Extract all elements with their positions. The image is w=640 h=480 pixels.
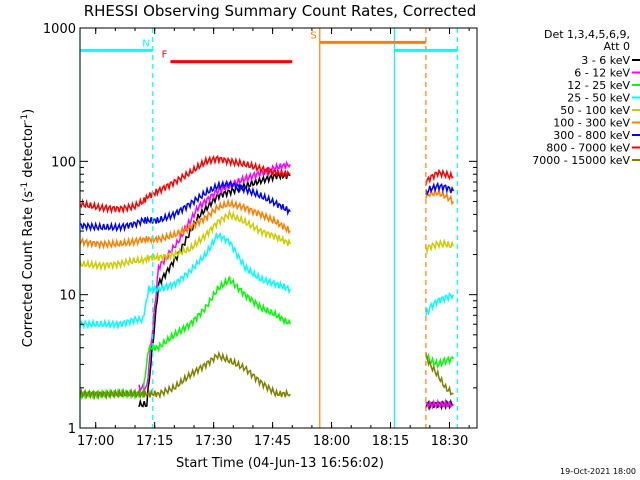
- y-tick-label-0: 1: [68, 422, 76, 437]
- legend-entry-5: 100 - 300 keV: [553, 117, 630, 130]
- plot-frame: [79, 27, 478, 429]
- series-line-6-segment-0: [79, 179, 291, 233]
- tick-layer: 17:00 17:15 17:30 17:45 18:00 18:15 18:30 1 10 10…: [43, 22, 477, 449]
- series-line-3-segment-0: [79, 231, 291, 331]
- legend-header-line2: Att 0: [604, 40, 630, 53]
- flag-label-N: N: [142, 38, 149, 49]
- series-line-5-segment-1: [425, 187, 455, 206]
- series-line-4-segment-1: [425, 238, 455, 255]
- series-line-7-segment-0: [79, 154, 291, 215]
- x-tick-label-6: 18:30: [431, 434, 468, 449]
- series-line-0-segment-0: [138, 170, 291, 408]
- flag-label-F: F: [162, 50, 168, 61]
- legend-entry-6: 300 - 800 keV: [553, 129, 630, 142]
- y-axis-label: Corrected Count Rate (s-1 detector-1): [20, 109, 36, 347]
- x-tick-label-3: 17:45: [254, 434, 291, 449]
- x-tick-label-2: 17:30: [195, 434, 232, 449]
- x-tick-label-5: 18:15: [372, 434, 409, 449]
- flag-label-S: S: [310, 30, 316, 41]
- series-line-6-segment-1: [425, 181, 455, 197]
- chart-title: RHESSI Observing Summary Count Rates, Co…: [84, 2, 477, 20]
- y-tick-label-3: 1000: [43, 22, 76, 37]
- series-line-3-segment-1: [425, 292, 455, 316]
- y-tick-label-2: 100: [51, 155, 76, 170]
- legend-entry-3: 25 - 50 keV: [567, 92, 630, 105]
- legend-entry-0: 3 - 6 keV: [581, 54, 630, 67]
- series-line-4-segment-0: [79, 208, 292, 272]
- legend-entry-2: 12 - 25 keV: [567, 79, 630, 92]
- x-axis-label: Start Time (04-Jun-13 16:56:02): [176, 456, 384, 471]
- data-layer: [79, 154, 455, 411]
- series-line-2-segment-0: [79, 276, 292, 401]
- series-line-8-segment-0: [79, 350, 291, 401]
- x-tick-label-0: 17:00: [77, 434, 114, 449]
- legend-entry-1: 6 - 12 keV: [574, 67, 630, 80]
- footer-timestamp: 19-Oct-2021 18:00: [560, 467, 636, 476]
- x-tick-label-4: 18:00: [313, 434, 350, 449]
- series-line-5-segment-0: [79, 197, 291, 251]
- legend-entry-7: 800 - 7000 keV: [546, 142, 630, 155]
- legend-entry-8: 7000 - 15000 keV: [532, 154, 630, 167]
- series-line-1-segment-1: [425, 398, 454, 411]
- legend-entry-4: 50 - 100 keV: [560, 104, 630, 117]
- series-line-8-segment-1: [425, 352, 454, 396]
- series-line-7-segment-1: [425, 168, 454, 186]
- y-tick-label-1: 10: [59, 289, 76, 304]
- legend-header-line1: Det 1,3,4,5,6,9,: [544, 28, 630, 41]
- x-tick-label-1: 17:15: [136, 434, 173, 449]
